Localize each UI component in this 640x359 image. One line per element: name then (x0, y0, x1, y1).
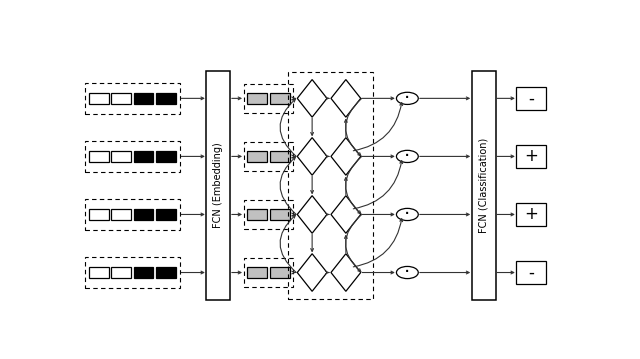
Bar (134, 151, 154, 162)
Text: -: - (529, 89, 534, 107)
Bar (89, 209, 109, 220)
Bar (244, 84, 293, 113)
Bar (516, 145, 547, 168)
Bar (244, 200, 293, 229)
Bar (134, 267, 154, 278)
Bar (270, 267, 290, 278)
Bar (89, 93, 109, 104)
Text: +: + (524, 205, 538, 223)
Bar (516, 87, 547, 110)
Circle shape (396, 150, 419, 163)
Bar (89, 267, 109, 278)
Bar (89, 151, 109, 162)
Bar (244, 142, 293, 171)
Text: +: + (524, 148, 538, 165)
Circle shape (396, 92, 419, 104)
Bar (270, 209, 290, 220)
Bar (288, 72, 372, 299)
Text: ·: · (404, 147, 410, 166)
Bar (111, 151, 131, 162)
Text: FCN (Embedding): FCN (Embedding) (213, 143, 223, 228)
Bar (516, 261, 547, 284)
Bar (247, 93, 267, 104)
Bar (85, 83, 180, 113)
Bar (156, 209, 176, 220)
Bar (85, 141, 180, 172)
Bar (270, 151, 290, 162)
Text: ·: · (404, 263, 410, 282)
Text: FCN (Classification): FCN (Classification) (479, 138, 489, 233)
Circle shape (396, 208, 419, 220)
Bar (156, 267, 176, 278)
Bar (247, 151, 267, 162)
Bar (156, 93, 176, 104)
Bar (207, 71, 230, 300)
Bar (111, 209, 131, 220)
Bar (134, 93, 154, 104)
Circle shape (396, 266, 419, 279)
Bar (85, 199, 180, 230)
Bar (472, 71, 495, 300)
Polygon shape (331, 254, 361, 291)
Text: ·: · (404, 205, 410, 224)
Bar (270, 93, 290, 104)
Bar (247, 209, 267, 220)
Bar (111, 93, 131, 104)
Polygon shape (297, 196, 327, 233)
Polygon shape (331, 137, 361, 175)
Text: ·: · (404, 89, 410, 108)
Polygon shape (297, 80, 327, 117)
Bar (134, 209, 154, 220)
Bar (85, 257, 180, 288)
Polygon shape (297, 254, 327, 291)
Polygon shape (297, 137, 327, 175)
Bar (516, 203, 547, 226)
Bar (247, 267, 267, 278)
Bar (156, 151, 176, 162)
Bar (111, 267, 131, 278)
Polygon shape (331, 196, 361, 233)
Polygon shape (331, 80, 361, 117)
Text: -: - (529, 264, 534, 281)
Bar (244, 258, 293, 287)
